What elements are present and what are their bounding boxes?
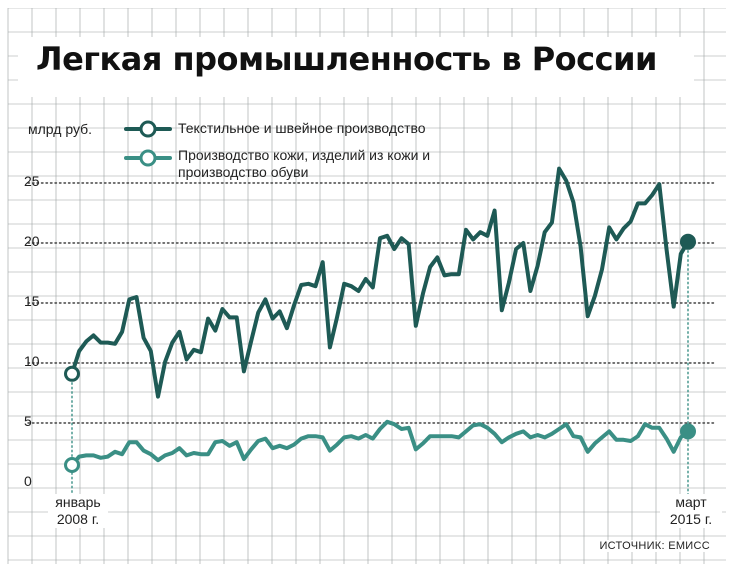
x-start-label: январь 2008 г. (48, 494, 108, 528)
start-point-leather (64, 457, 80, 473)
y-tick-15: 15 (24, 293, 40, 309)
source-note: ИСТОЧНИК: ЕМИСС (597, 540, 712, 552)
legend-label-textile: Текстильное и швейное производство (178, 120, 426, 136)
end-point-leather (680, 423, 696, 440)
y-tick-25: 25 (24, 173, 40, 189)
legend-label-leather: Производство кожи, изделий из кожи и про… (178, 147, 431, 180)
chart-title: Легкая промышленность в России (36, 40, 657, 78)
x-end-label: март 2015 г. (660, 494, 722, 528)
legend-marker-leather (139, 149, 157, 167)
y-axis-unit: млрд руб. (28, 121, 93, 137)
frame-top (0, 0, 734, 8)
title-box (18, 37, 694, 97)
series-line-textile (70, 166, 690, 399)
start-point-textile (64, 365, 80, 382)
frame-bottom (0, 564, 734, 572)
background-grid (7, 7, 726, 564)
y-tick-0: 0 (24, 473, 32, 489)
y-tick-5: 5 (24, 413, 32, 429)
series-line-leather (70, 419, 690, 467)
y-tick-10: 10 (24, 353, 40, 369)
legend-marker-textile (139, 120, 157, 138)
y-tick-20: 20 (24, 233, 40, 249)
end-point-textile (680, 233, 696, 250)
